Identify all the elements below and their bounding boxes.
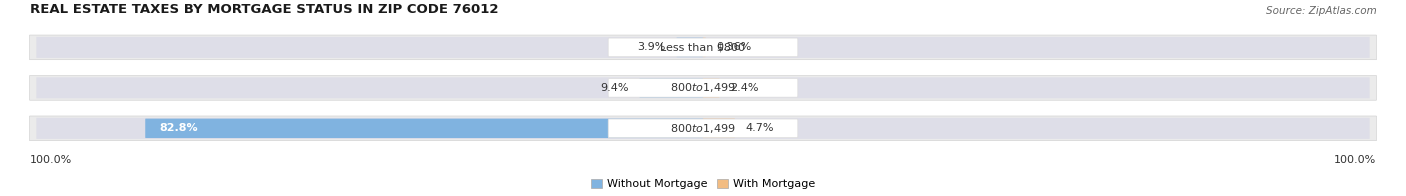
Text: 82.8%: 82.8% [159,123,198,133]
FancyBboxPatch shape [145,119,703,138]
Text: REAL ESTATE TAXES BY MORTGAGE STATUS IN ZIP CODE 76012: REAL ESTATE TAXES BY MORTGAGE STATUS IN … [30,3,498,16]
FancyBboxPatch shape [676,38,703,57]
FancyBboxPatch shape [640,78,703,98]
Text: 9.4%: 9.4% [600,83,628,93]
Text: $800 to $1,499: $800 to $1,499 [671,122,735,135]
Text: 100.0%: 100.0% [1334,155,1376,165]
Text: 2.4%: 2.4% [730,83,758,93]
FancyBboxPatch shape [30,75,1376,100]
FancyBboxPatch shape [30,35,1376,60]
Text: Source: ZipAtlas.com: Source: ZipAtlas.com [1265,6,1376,16]
Legend: Without Mortgage, With Mortgage: Without Mortgage, With Mortgage [586,175,820,194]
FancyBboxPatch shape [37,118,1369,139]
FancyBboxPatch shape [37,77,1369,98]
FancyBboxPatch shape [609,38,797,57]
FancyBboxPatch shape [37,37,1369,58]
Text: $800 to $1,499: $800 to $1,499 [671,81,735,94]
FancyBboxPatch shape [703,78,720,98]
Text: 100.0%: 100.0% [30,155,72,165]
FancyBboxPatch shape [609,79,797,97]
Text: 0.36%: 0.36% [716,42,751,52]
Text: 4.7%: 4.7% [745,123,773,133]
Text: 3.9%: 3.9% [637,42,666,52]
FancyBboxPatch shape [703,38,706,57]
FancyBboxPatch shape [30,116,1376,141]
FancyBboxPatch shape [609,119,797,138]
Text: Less than $800: Less than $800 [661,42,745,52]
FancyBboxPatch shape [703,119,735,138]
